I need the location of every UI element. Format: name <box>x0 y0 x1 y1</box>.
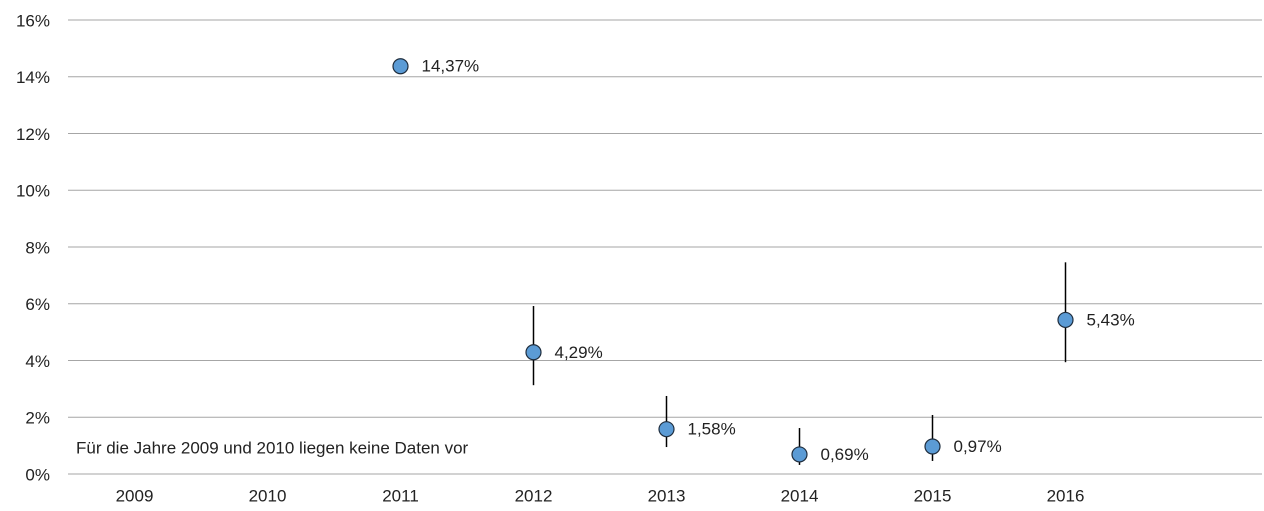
data-label: 0,97% <box>954 437 1002 456</box>
point <box>924 438 941 455</box>
point <box>525 344 542 361</box>
data-label: 4,29% <box>555 343 603 362</box>
point <box>392 58 409 75</box>
data-label: 0,69% <box>821 445 869 464</box>
x-tick-label: 2011 <box>382 486 419 505</box>
point <box>658 421 675 438</box>
y-tick-label: 10% <box>16 182 50 201</box>
y-tick-label: 0% <box>25 465 50 484</box>
y-tick-label: 2% <box>25 409 50 428</box>
data-label: 14,37% <box>422 57 480 76</box>
data-label: 1,58% <box>688 420 736 439</box>
annotation: Für die Jahre 2009 und 2010 liegen keine… <box>76 438 469 457</box>
x-tick-label: 2013 <box>648 486 686 505</box>
point <box>1057 311 1074 329</box>
y-tick-label: 8% <box>25 238 50 257</box>
point <box>791 446 808 463</box>
y-tick-label: 14% <box>16 68 50 87</box>
y-tick-label: 12% <box>16 125 50 144</box>
x-tick-label: 2014 <box>781 486 819 505</box>
x-tick-label: 2016 <box>1047 486 1085 505</box>
data-label: 5,43% <box>1087 310 1135 329</box>
x-tick-label: 2012 <box>515 486 553 505</box>
y-tick-label: 16% <box>16 11 50 30</box>
x-tick-label: 2010 <box>249 486 287 505</box>
x-tick-label: 2015 <box>914 486 952 505</box>
x-tick-label: 2009 <box>116 486 154 505</box>
y-tick-label: 4% <box>25 352 50 371</box>
y-tick-label: 6% <box>25 295 50 314</box>
